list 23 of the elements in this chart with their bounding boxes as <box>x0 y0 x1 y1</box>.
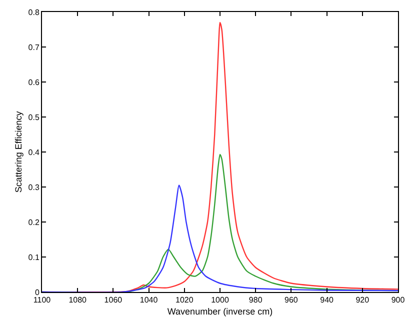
x-tick-label: 940 <box>320 296 334 305</box>
line-series <box>42 184 398 292</box>
y-tick-label: 0.4 <box>28 148 40 157</box>
y-tick-label: 0.8 <box>28 8 40 17</box>
x-tick-label: 960 <box>284 296 298 305</box>
x-axis-title: Wavenumber (inverse cm) <box>167 306 273 316</box>
x-tick-label: 900 <box>391 296 406 305</box>
y-tick-label: 0.6 <box>28 78 40 87</box>
x-tick-label: 1020 <box>176 296 194 305</box>
y-tick-label: 0 <box>34 288 40 297</box>
y-axis-title: Scattering Efficiency <box>14 110 24 193</box>
y-tick-label: 0.3 <box>28 182 40 192</box>
x-tick-label: 980 <box>248 296 263 305</box>
x-tick-label: 920 <box>356 296 370 305</box>
x-tick-label: 1000 <box>211 296 230 305</box>
y-tick-label: 0.1 <box>28 252 40 262</box>
x-tick-label: 1060 <box>104 296 123 305</box>
x-tick-label: 1100 <box>33 296 52 305</box>
y-tick-label: 0.7 <box>28 42 40 52</box>
x-tick-label: 1040 <box>140 296 158 305</box>
y-tick-label: 0.5 <box>28 112 40 122</box>
y-tick-label: 0.2 <box>28 218 40 227</box>
x-tick-label: 1080 <box>68 296 88 305</box>
